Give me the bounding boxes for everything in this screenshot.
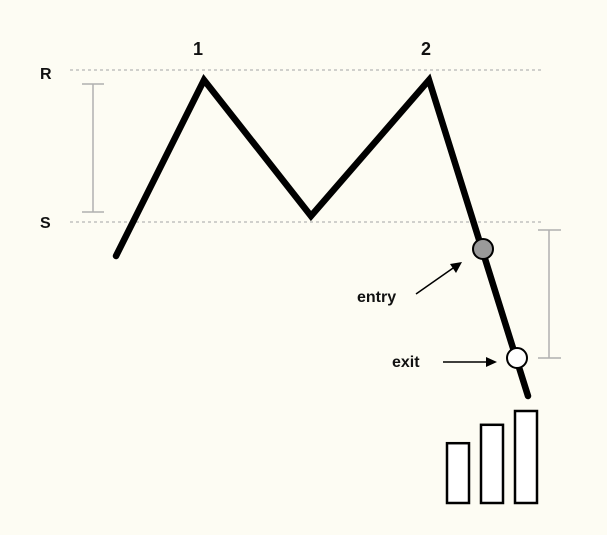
target-projection-measure — [538, 229, 561, 359]
support-label: S — [40, 215, 51, 232]
peak-1-label: 1 — [193, 39, 203, 59]
volume-bar-3 — [513, 409, 539, 505]
entry-marker — [472, 238, 494, 260]
price-line — [112, 73, 532, 400]
volume-bar-1 — [445, 441, 471, 505]
exit-label: exit — [392, 354, 420, 371]
entry-arrow — [415, 265, 457, 295]
pattern-height-measure — [82, 83, 104, 213]
volume-bar-2 — [479, 423, 505, 505]
entry-arrow-head — [450, 262, 462, 273]
volume-bars — [445, 409, 539, 505]
resistance-label: R — [40, 66, 52, 83]
entry-label: entry — [357, 289, 396, 306]
exit-marker — [506, 347, 528, 369]
peak-2-label: 2 — [421, 39, 431, 59]
exit-arrow-head — [486, 357, 497, 367]
